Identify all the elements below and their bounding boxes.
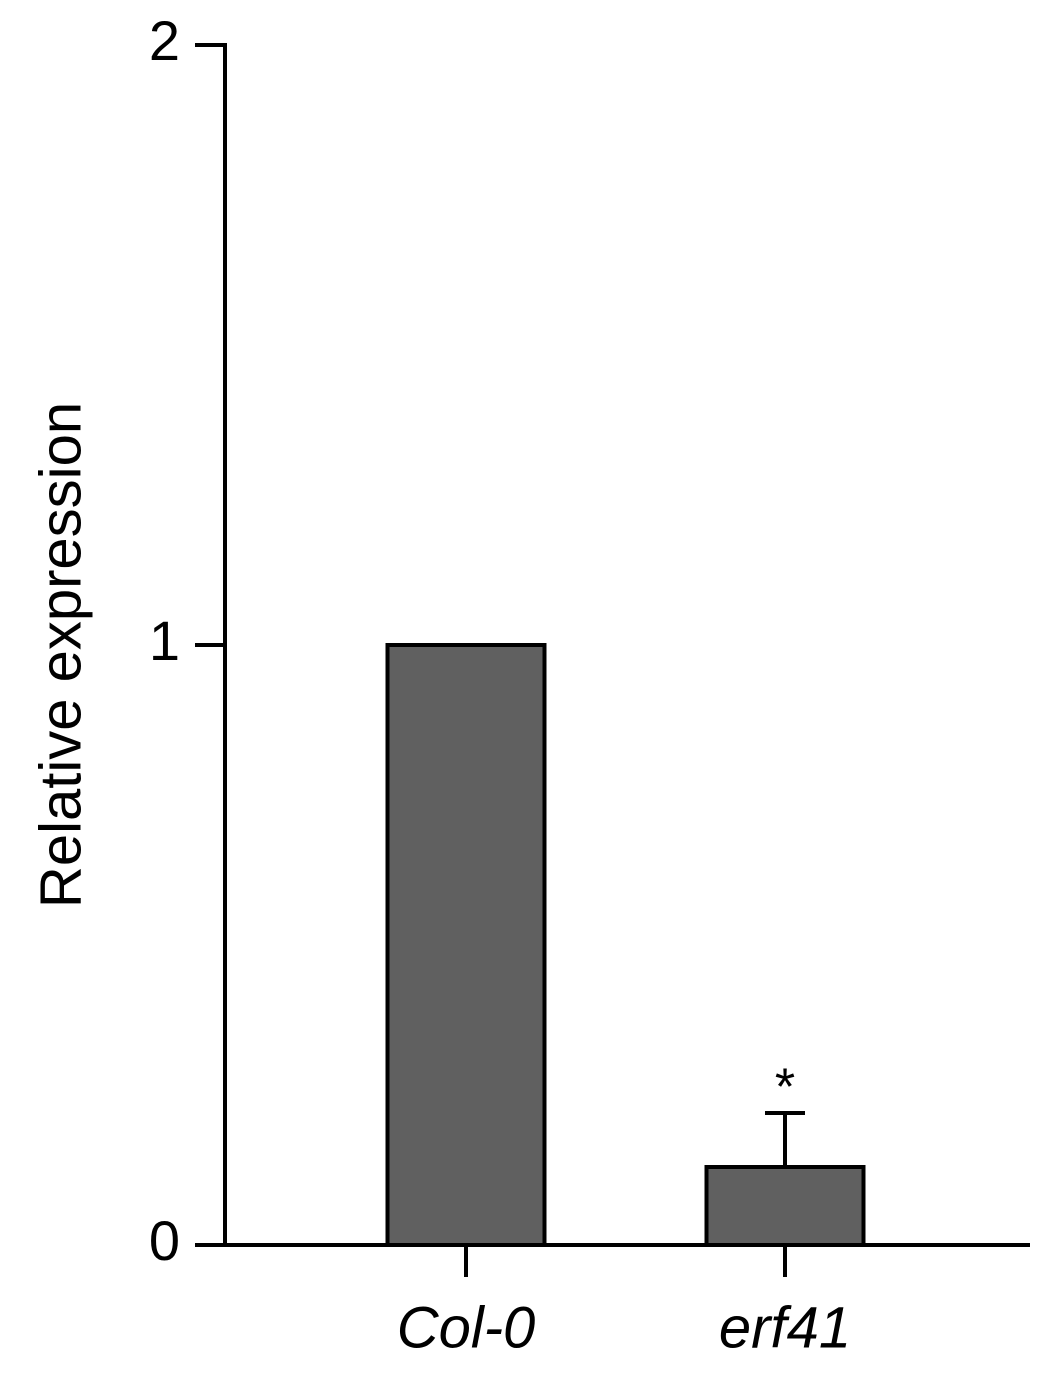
error-bar [765, 1111, 805, 1167]
y-axis-label: Relative expression [28, 402, 93, 908]
y-tick-label: 1 [149, 609, 180, 672]
y-tick-label: 2 [149, 9, 180, 72]
bar [385, 643, 547, 1247]
significance-annotation: * [775, 1059, 795, 1117]
bar [704, 1165, 866, 1247]
y-tick-label: 0 [149, 1209, 180, 1272]
x-tick-label: Col-0 [397, 1295, 536, 1360]
x-tick-label: erf41 [719, 1295, 851, 1360]
